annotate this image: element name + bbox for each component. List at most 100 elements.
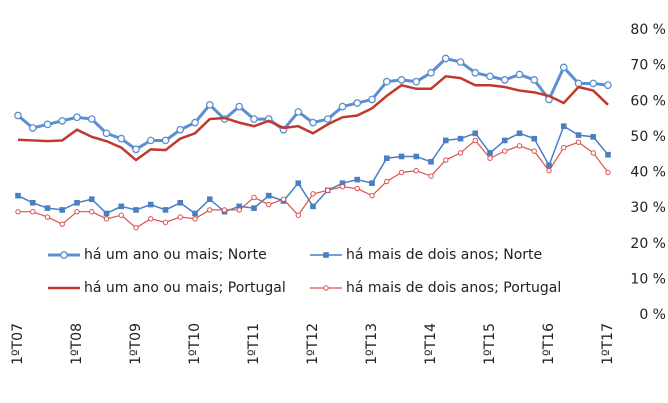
point — [383, 155, 390, 162]
point — [574, 79, 583, 88]
x-tick-label: 1ºT17 — [600, 323, 616, 365]
point — [236, 203, 243, 210]
point — [265, 192, 272, 199]
point — [354, 185, 360, 192]
point — [118, 212, 124, 218]
point — [323, 252, 329, 258]
point — [251, 194, 257, 201]
point — [413, 153, 420, 160]
point — [456, 58, 465, 66]
point — [398, 153, 405, 160]
point — [502, 148, 508, 154]
series — [15, 137, 611, 231]
point — [251, 205, 257, 211]
point — [605, 151, 611, 158]
x-tick-label: 1ºT14 — [423, 323, 439, 365]
point — [531, 135, 538, 142]
point — [177, 199, 184, 206]
point — [60, 251, 68, 259]
point — [266, 201, 272, 208]
point — [531, 148, 537, 154]
point — [102, 129, 111, 138]
x-tick-label: 1ºT16 — [541, 323, 557, 365]
point — [590, 134, 597, 140]
point — [250, 115, 258, 123]
legend-label: há um ano ou mais; Portugal — [84, 280, 286, 296]
point — [501, 137, 508, 144]
point — [338, 102, 347, 111]
point — [323, 115, 332, 123]
point — [368, 95, 376, 104]
point — [441, 54, 450, 63]
point — [117, 134, 126, 143]
legend-label: há mais de dois anos; Portugal — [346, 280, 561, 296]
point — [339, 180, 346, 186]
point — [428, 173, 434, 179]
x-tick-label: 1ºT12 — [305, 323, 321, 365]
point — [295, 180, 302, 186]
point — [412, 77, 421, 86]
point — [413, 168, 419, 174]
point — [530, 76, 539, 84]
point — [162, 219, 169, 226]
point — [472, 130, 479, 137]
point — [605, 169, 611, 176]
point — [29, 199, 36, 206]
legend: há um ano ou mais; Norte há mais de dois … — [40, 236, 585, 306]
x-tick-label: 1ºT11 — [246, 323, 262, 365]
point — [15, 208, 21, 215]
point — [354, 176, 361, 183]
point — [339, 184, 346, 190]
point — [472, 137, 478, 144]
x-tick-label: 1ºT15 — [482, 323, 498, 365]
point — [310, 191, 316, 197]
legend-box — [40, 236, 585, 306]
point — [559, 63, 568, 72]
point — [205, 100, 214, 109]
x-tick-label: 1ºT10 — [187, 323, 203, 365]
point — [176, 125, 185, 134]
point — [384, 178, 390, 185]
point — [89, 208, 95, 215]
point — [515, 70, 524, 79]
point — [59, 221, 65, 227]
point — [14, 111, 22, 120]
point — [132, 145, 140, 154]
point — [30, 208, 36, 215]
point — [516, 130, 523, 137]
point — [310, 203, 316, 210]
point — [604, 81, 612, 90]
point — [133, 225, 139, 231]
point — [442, 137, 449, 144]
point — [87, 115, 96, 123]
point — [471, 68, 480, 77]
point — [295, 212, 301, 218]
legend-label: há um ano ou mais; Norte — [84, 247, 267, 263]
point — [398, 169, 405, 176]
point — [369, 192, 375, 199]
point — [309, 118, 317, 127]
point — [118, 203, 125, 210]
point — [74, 199, 80, 206]
point — [397, 76, 406, 84]
point — [487, 155, 493, 161]
point — [546, 168, 552, 174]
point — [59, 207, 66, 213]
point — [206, 196, 213, 203]
point — [147, 201, 154, 208]
legend-label: há mais de dois anos; Norte — [346, 247, 542, 263]
point — [161, 136, 170, 145]
point — [192, 216, 198, 222]
point — [353, 99, 362, 107]
x-tick-label: 1ºT13 — [364, 323, 380, 365]
point — [575, 139, 582, 145]
point — [15, 192, 21, 199]
point — [103, 216, 110, 222]
point — [323, 285, 329, 291]
point — [443, 157, 449, 163]
point — [221, 207, 228, 213]
y-tick-label: 50 % — [630, 129, 666, 145]
point — [74, 208, 80, 215]
y-tick-label: 0 % — [639, 307, 666, 323]
